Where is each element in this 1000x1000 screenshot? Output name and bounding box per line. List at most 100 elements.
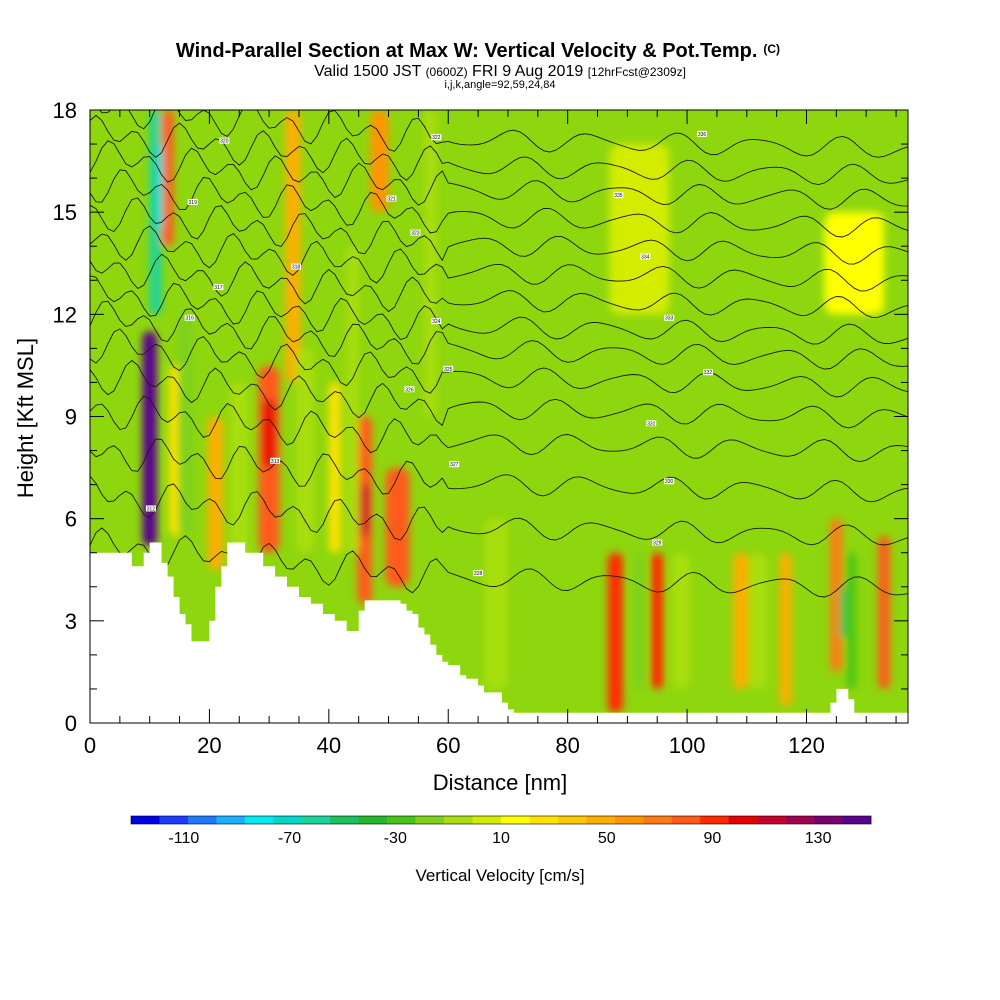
contour-label-box bbox=[443, 365, 454, 372]
colorbar-tick-label: 90 bbox=[704, 830, 722, 847]
colorbar-frame bbox=[130, 815, 872, 825]
colorbar-swatch bbox=[814, 816, 843, 824]
isentrope-line bbox=[90, 197, 908, 265]
x-tick-label: 60 bbox=[436, 733, 460, 758]
contour-label: 320 bbox=[220, 139, 229, 145]
x-tick-label: 80 bbox=[555, 733, 579, 758]
colorbar-tick-label: 10 bbox=[492, 830, 510, 847]
colorbar-swatch bbox=[273, 816, 303, 824]
contour-label-box bbox=[640, 253, 651, 260]
contour-label: 328 bbox=[474, 571, 483, 577]
y-tick-label: 0 bbox=[65, 711, 77, 736]
contour-label-box bbox=[697, 130, 708, 137]
colorbar-tick-label: -70 bbox=[278, 830, 301, 847]
chart-title-text: Wind-Parallel Section at Max W: Vertical… bbox=[176, 40, 757, 62]
y-axis-label: Height [Kft MSL] bbox=[13, 338, 38, 498]
contour-label-box bbox=[187, 198, 198, 205]
contour-label: 329 bbox=[653, 541, 662, 547]
velocity-cell bbox=[295, 348, 314, 553]
colorbar-tick-label: 50 bbox=[598, 830, 616, 847]
y-tick-label: 15 bbox=[53, 200, 77, 225]
colorbar-swatch bbox=[244, 816, 274, 824]
velocity-cell bbox=[285, 110, 301, 383]
contour-label: 336 bbox=[698, 132, 707, 138]
axes: 0 20 40 60 80 100 120 0 3 6 9 12 15 18 bbox=[53, 98, 908, 758]
colorbar-swatch bbox=[159, 816, 189, 824]
velocity-cell bbox=[360, 484, 369, 536]
colorbar-swatch bbox=[700, 816, 729, 824]
isentrope-line bbox=[90, 359, 908, 429]
x-tick-label: 120 bbox=[788, 733, 825, 758]
colorbar-swatch bbox=[557, 816, 587, 824]
velocity-cell bbox=[824, 212, 885, 315]
contour-label: 319 bbox=[189, 200, 198, 206]
colorbar-swatch bbox=[216, 816, 246, 824]
copyright-mark: (C) bbox=[763, 42, 780, 56]
velocity-cell bbox=[779, 552, 792, 706]
velocity-cell bbox=[161, 110, 174, 247]
velocity-cell bbox=[839, 586, 846, 638]
isentrope-line bbox=[90, 475, 908, 546]
contour-label-box bbox=[449, 461, 460, 468]
y-tick-label: 12 bbox=[53, 302, 77, 327]
contour-label: 327 bbox=[450, 462, 459, 468]
velocity-cell bbox=[633, 552, 646, 689]
colorbar-tick-label: -30 bbox=[384, 830, 407, 847]
contour-label: 312 bbox=[147, 506, 156, 512]
colorbar-tick-label: 130 bbox=[805, 830, 832, 847]
contour-label: 323 bbox=[411, 231, 420, 237]
contour-label-box bbox=[613, 192, 624, 199]
contour-label: 318 bbox=[292, 265, 301, 271]
contour-label-box bbox=[652, 539, 663, 546]
x-axis-label: Distance [nm] bbox=[433, 770, 568, 795]
contour-label-box bbox=[473, 570, 484, 577]
velocity-cell bbox=[484, 518, 508, 689]
colorbar-tick-label: -110 bbox=[168, 830, 199, 847]
velocity-cell bbox=[607, 552, 623, 713]
isentrope-line bbox=[90, 140, 908, 210]
contour-label-box bbox=[702, 369, 713, 376]
x-tick-label: 0 bbox=[84, 733, 96, 758]
velocity-cell bbox=[328, 382, 341, 553]
velocity-cell bbox=[230, 382, 249, 587]
isentrope-line bbox=[90, 275, 908, 345]
contour-label: 332 bbox=[704, 370, 713, 376]
contour-label: 324 bbox=[432, 319, 441, 325]
terrain-mask bbox=[90, 542, 908, 723]
velocity-cell bbox=[346, 246, 359, 553]
velocity-cell bbox=[370, 110, 389, 213]
contour-label: 316 bbox=[186, 316, 195, 322]
contour-label-box bbox=[386, 195, 397, 202]
colorbar-swatch bbox=[387, 816, 416, 824]
colorbar-swatch bbox=[529, 816, 559, 824]
isentrope-contours bbox=[90, 110, 908, 598]
velocity-cell bbox=[178, 314, 193, 536]
colorbar-swatch bbox=[501, 816, 530, 824]
isentrope-line bbox=[90, 395, 908, 463]
contour-label: 334 bbox=[641, 254, 650, 260]
y-tick-label: 6 bbox=[65, 507, 77, 532]
contour-label: 331 bbox=[647, 421, 656, 427]
colorbar-swatch bbox=[842, 816, 872, 824]
velocity-cell bbox=[878, 535, 891, 689]
contour-label-box bbox=[664, 478, 675, 485]
contour-label: 321 bbox=[387, 197, 396, 203]
velocity-cell bbox=[672, 552, 691, 689]
velocity-cell bbox=[424, 110, 437, 417]
contour-label: 335 bbox=[614, 193, 623, 199]
contour-label-box bbox=[270, 457, 281, 464]
contour-label: 317 bbox=[214, 285, 223, 291]
isentrope-line bbox=[90, 225, 908, 292]
isentrope-line bbox=[99, 110, 908, 158]
x-tick-label: 20 bbox=[197, 733, 221, 758]
forecast-cycle: [12hrFcst@2309z] bbox=[588, 65, 686, 79]
valid-time-utc: (0600Z) bbox=[426, 65, 468, 79]
velocity-cell bbox=[733, 552, 749, 689]
velocity-cell bbox=[385, 467, 410, 587]
isentrope-line bbox=[90, 438, 908, 503]
colorbar-swatch bbox=[187, 816, 217, 824]
isentrope-line bbox=[90, 328, 908, 398]
velocity-field bbox=[142, 110, 891, 713]
colorbar-swatch bbox=[728, 816, 758, 824]
